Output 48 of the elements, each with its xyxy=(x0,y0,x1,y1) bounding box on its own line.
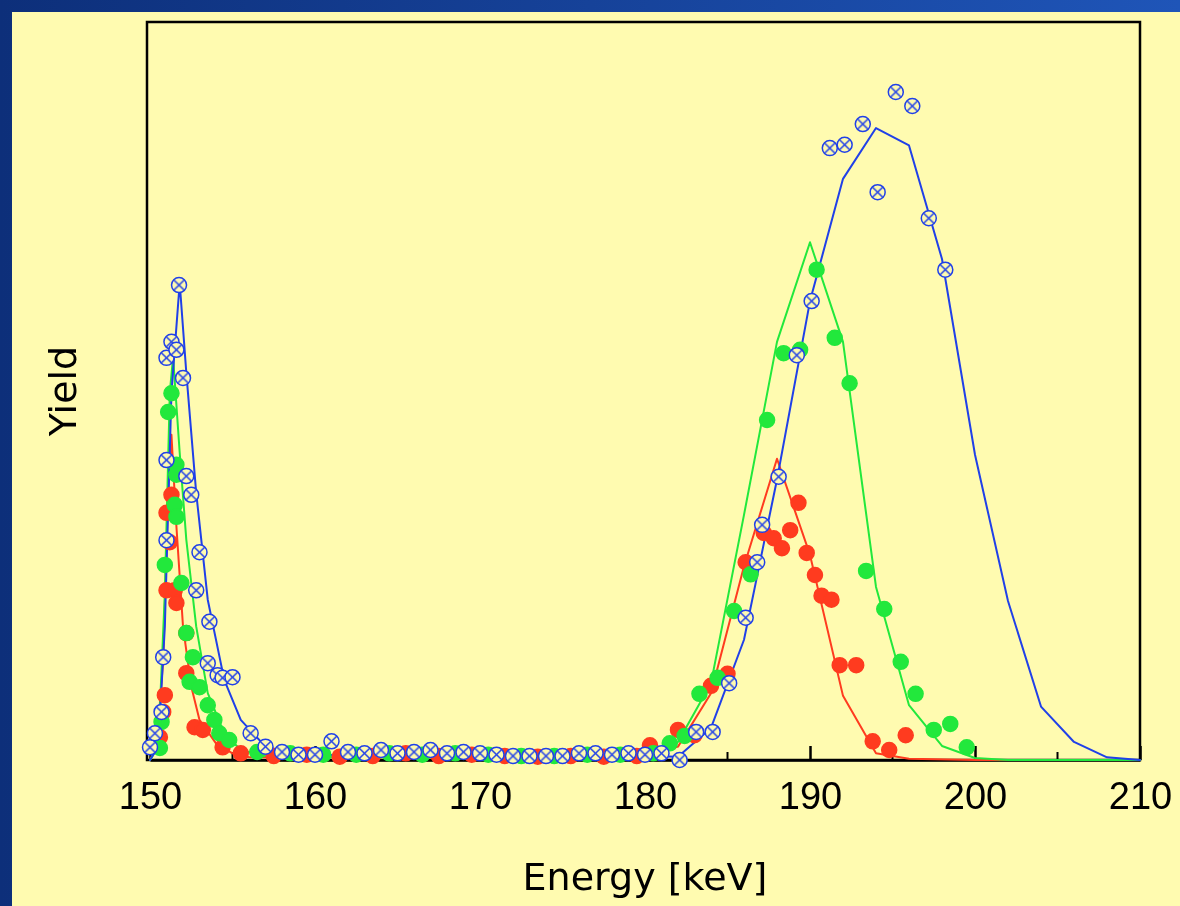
point xyxy=(773,539,791,557)
point xyxy=(173,574,190,592)
point xyxy=(864,733,881,750)
x-tick-label: 160 xyxy=(283,774,348,817)
point xyxy=(691,685,708,703)
point xyxy=(206,711,223,729)
point xyxy=(876,600,893,618)
point xyxy=(847,656,865,674)
point xyxy=(156,686,174,704)
x-tick-label: 200 xyxy=(943,774,1008,817)
x-tick-label: 150 xyxy=(118,774,183,817)
point xyxy=(857,562,875,580)
point xyxy=(880,741,898,759)
point xyxy=(232,745,249,762)
point xyxy=(775,344,792,362)
point xyxy=(808,261,825,278)
point xyxy=(823,591,840,608)
point xyxy=(163,385,180,402)
point xyxy=(831,656,848,674)
point xyxy=(168,508,185,526)
point xyxy=(841,375,858,392)
point xyxy=(742,566,759,583)
point xyxy=(159,403,177,421)
point xyxy=(958,739,975,756)
point xyxy=(790,494,807,512)
point xyxy=(168,594,185,612)
x-axis-title: Energy [keV] xyxy=(522,855,768,899)
x-tick-label: 170 xyxy=(448,774,513,817)
point xyxy=(806,566,824,584)
point xyxy=(798,544,815,562)
x-tick-label: 210 xyxy=(1108,774,1173,817)
y-axis-title: Yield xyxy=(41,345,85,438)
point xyxy=(199,696,216,714)
point xyxy=(781,521,799,539)
point xyxy=(907,685,924,703)
point xyxy=(191,678,208,696)
point xyxy=(925,721,942,739)
point xyxy=(156,556,174,574)
point xyxy=(826,329,843,347)
point xyxy=(220,731,238,749)
point xyxy=(194,721,212,739)
x-tick-label: 190 xyxy=(778,774,843,817)
point xyxy=(942,715,959,733)
point xyxy=(184,648,202,666)
point xyxy=(897,727,914,744)
x-tick-label: 180 xyxy=(613,774,678,817)
point xyxy=(892,653,909,671)
point xyxy=(758,411,776,429)
